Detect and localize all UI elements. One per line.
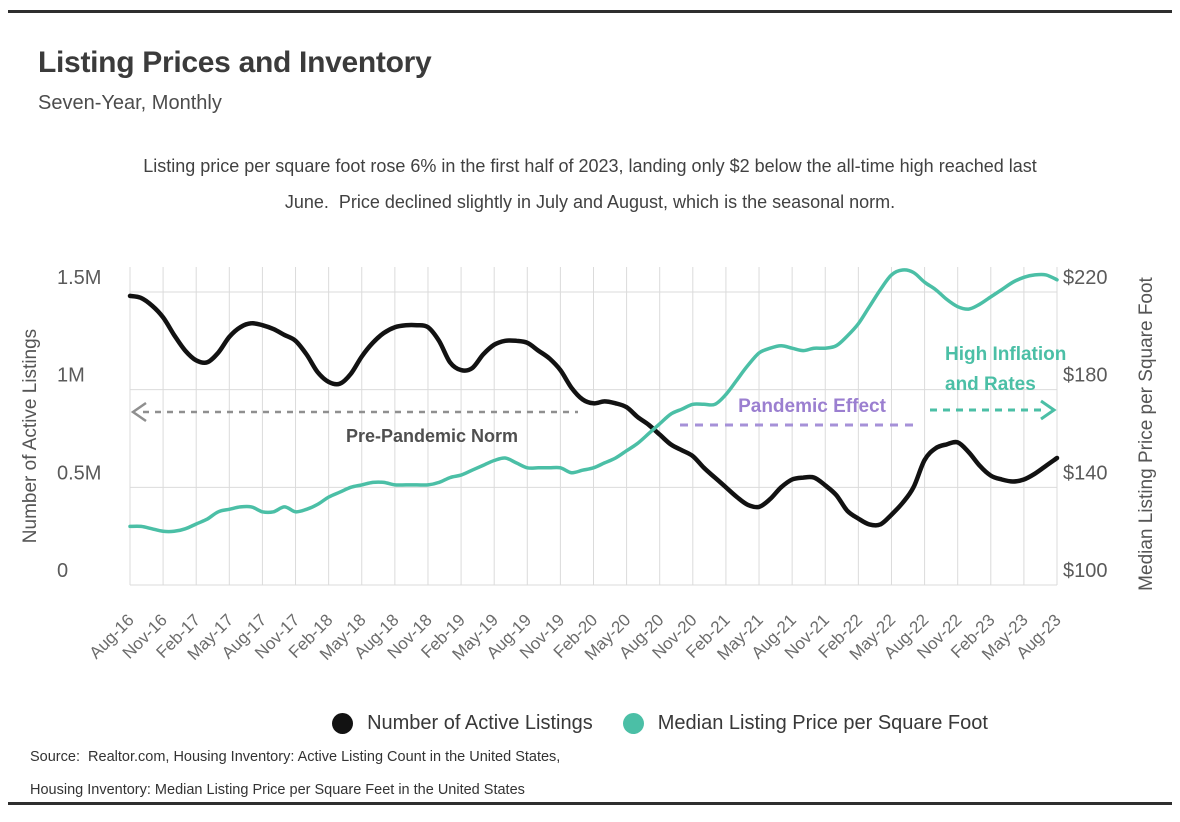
right-axis-tick-label: $180 [1063, 365, 1108, 387]
bottom-rule [8, 802, 1172, 805]
chart-svg: 1.5M1M0.5M0$220$180$140$100Aug-16Nov-16F… [20, 267, 1157, 664]
in-chart-annotations: Pre-Pandemic Norm Pandemic Effect High Inf… [130, 344, 1066, 446]
legend: Number of Active Listings Median Listing… [70, 712, 1180, 735]
top-rule [8, 10, 1172, 13]
source-line-2: Housing Inventory: Median Listing Price … [30, 782, 525, 798]
chart-subtitle: Seven-Year, Monthly [38, 92, 222, 114]
left-arrowhead-icon [130, 401, 147, 423]
chart-annotation-paragraph: Listing price per square foot rose 6% in… [0, 148, 1180, 220]
annotation-line-2: June. Price declined slightly in July an… [284, 192, 896, 212]
source-line-1: Source: Realtor.com, Housing Inventory: … [30, 749, 561, 765]
legend-dot-active-listings [332, 713, 354, 734]
right-axis-tick-label: $220 [1063, 267, 1108, 289]
high-inflation-label-line: High Inflation [945, 344, 1066, 365]
pre-pandemic-norm-label: Pre-Pandemic Norm [346, 426, 518, 446]
right-axis-title: Median Listing Price per Square Foot [1136, 276, 1157, 590]
left-axis-title: Number of Active Listings [20, 329, 41, 543]
series-line-median-price [128, 268, 1059, 534]
legend-item-active-listings: Number of Active Listings [332, 712, 593, 735]
right-axis-tick-label: $100 [1063, 560, 1108, 582]
legend-label-active-listings: Number of Active Listings [367, 712, 593, 734]
left-axis-tick-label: 0.5M [57, 462, 101, 484]
high-inflation-label-line: and Rates [945, 374, 1036, 395]
gridlines [129, 267, 1058, 586]
right-arrowhead-icon [1040, 399, 1057, 421]
legend-item-median-price: Median Listing Price per Square Foot [622, 712, 988, 735]
chart-title: Listing Prices and Inventory [38, 46, 432, 79]
series-line-active-listings [127, 293, 1060, 528]
axis-tick-labels: 1.5M1M0.5M0$220$180$140$100Aug-16Nov-16F… [57, 267, 1108, 664]
pandemic-effect-label: Pandemic Effect [738, 396, 886, 417]
left-axis-tick-label: 1M [57, 365, 85, 387]
left-axis-tick-label: 1.5M [57, 267, 101, 289]
annotation-line-1: Listing price per square foot rose 6% in… [143, 156, 1037, 176]
legend-dot-median-price [622, 713, 644, 734]
legend-label-median-price: Median Listing Price per Square Foot [657, 712, 988, 734]
left-axis-tick-label: 0 [57, 560, 68, 582]
right-axis-tick-label: $140 [1063, 462, 1108, 484]
